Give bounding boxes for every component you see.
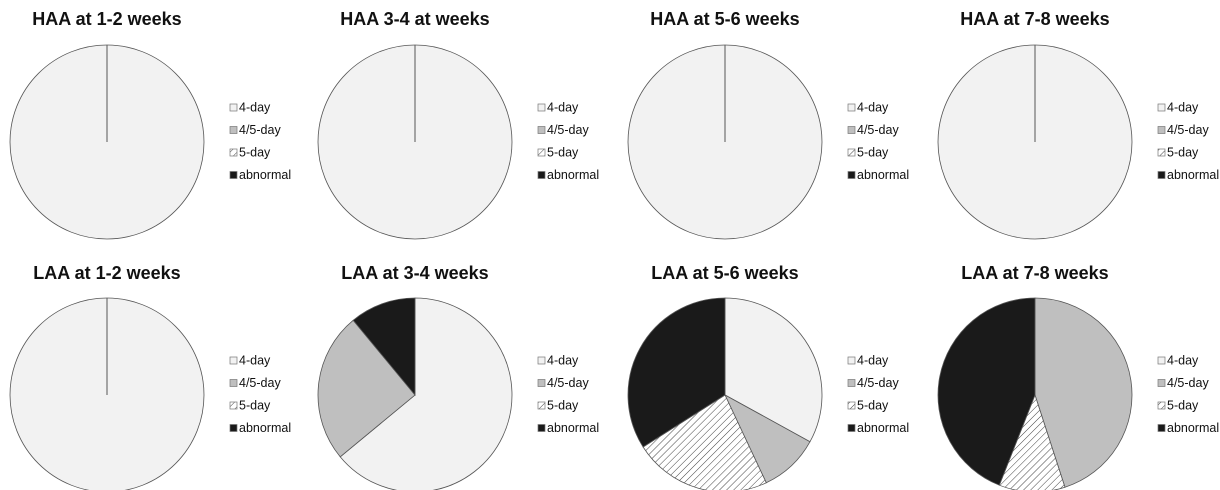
legend-label: abnormal — [1167, 421, 1219, 435]
legend-label: 4-day — [1167, 100, 1199, 114]
legend-label: 4/5-day — [857, 376, 899, 390]
legend-swatch — [229, 356, 238, 365]
legend-swatch — [1157, 148, 1166, 157]
legend-swatch — [847, 103, 856, 112]
legend-label: abnormal — [239, 421, 291, 435]
legend-swatch — [537, 356, 546, 365]
legend-label: abnormal — [857, 421, 909, 435]
legend-swatch — [229, 148, 238, 157]
legend-label: 4-day — [239, 100, 271, 114]
legend-label: abnormal — [547, 421, 599, 435]
chart-title: HAA 3-4 at weeks — [340, 9, 489, 29]
legend-label: abnormal — [857, 168, 909, 182]
legend-label: 4/5-day — [857, 123, 899, 137]
legend-label: 4/5-day — [547, 376, 589, 390]
chart-title: LAA at 5-6 weeks — [651, 263, 798, 283]
legend-swatch — [229, 103, 238, 112]
legend-swatch — [1157, 103, 1166, 112]
legend-label: 4/5-day — [547, 123, 589, 137]
legend-swatch — [229, 126, 238, 134]
legend-swatch — [1157, 126, 1166, 134]
chart-title: LAA at 7-8 weeks — [961, 263, 1108, 283]
legend-swatch — [847, 424, 856, 432]
pie-slice — [352, 297, 416, 397]
pie-slice — [1034, 297, 1133, 488]
legend-label: 4-day — [857, 353, 889, 367]
legend-label: 4-day — [239, 353, 271, 367]
chart-title: HAA at 7-8 weeks — [960, 9, 1109, 29]
chart-title: HAA at 5-6 weeks — [650, 9, 799, 29]
legend-label: 4-day — [857, 100, 889, 114]
chart-title: LAA at 1-2 weeks — [33, 263, 180, 283]
chart-title: LAA at 3-4 weeks — [341, 263, 488, 283]
legend-label: 4-day — [547, 353, 579, 367]
legend-label: 5-day — [857, 398, 889, 412]
legend-swatch — [537, 379, 546, 387]
legend-label: 5-day — [239, 145, 271, 159]
legend-label: 4-day — [1167, 353, 1199, 367]
legend-swatch — [1157, 401, 1166, 410]
legend-label: abnormal — [547, 168, 599, 182]
legend-label: 4/5-day — [1167, 123, 1209, 137]
pie-slice — [937, 297, 1036, 486]
legend-label: 4-day — [547, 100, 579, 114]
legend-label: 5-day — [1167, 398, 1199, 412]
legend-swatch — [537, 126, 546, 134]
legend-label: 5-day — [547, 398, 579, 412]
legend-swatch — [229, 424, 238, 432]
legend-swatch — [1157, 356, 1166, 365]
legend-label: 5-day — [1167, 145, 1199, 159]
legend-swatch — [847, 171, 856, 179]
legend-swatch — [1157, 171, 1166, 179]
pie-slice — [317, 319, 416, 458]
pie-slice — [642, 394, 767, 490]
legend-label: 4/5-day — [239, 376, 281, 390]
pie-slice — [339, 297, 513, 490]
pie-slice — [998, 393, 1066, 490]
legend-label: abnormal — [1167, 168, 1219, 182]
legend-swatch — [847, 148, 856, 157]
legend-label: 5-day — [239, 398, 271, 412]
legend-label: 5-day — [547, 145, 579, 159]
legend-swatch — [537, 424, 546, 432]
legend-label: 5-day — [857, 145, 889, 159]
legend-swatch — [537, 171, 546, 179]
legend-swatch — [537, 401, 546, 410]
legend-swatch — [1157, 424, 1166, 432]
legend-swatch — [847, 356, 856, 365]
pie-slice — [627, 297, 726, 448]
legend-swatch — [847, 401, 856, 410]
chart-title: HAA at 1-2 weeks — [32, 9, 181, 29]
legend-swatch — [537, 148, 546, 157]
legend-swatch — [847, 379, 856, 387]
legend-label: 4/5-day — [1167, 376, 1209, 390]
legend-swatch — [229, 171, 238, 179]
legend-swatch — [229, 401, 238, 410]
legend-swatch — [847, 126, 856, 134]
pie-slice — [724, 297, 823, 443]
legend-swatch — [537, 103, 546, 112]
legend-swatch — [1157, 379, 1166, 387]
legend-label: 4/5-day — [239, 123, 281, 137]
legend-label: abnormal — [239, 168, 291, 182]
legend-swatch — [229, 379, 238, 387]
